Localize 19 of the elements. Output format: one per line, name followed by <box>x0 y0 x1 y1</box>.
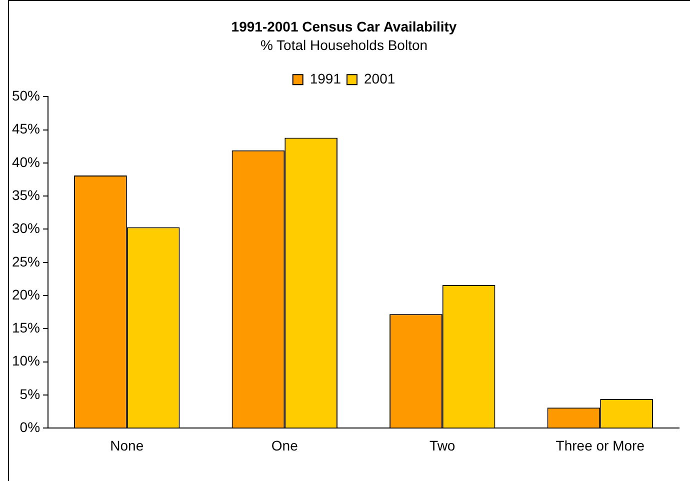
y-tick-label: 45% <box>12 120 40 137</box>
x-tick-label: Two <box>430 437 456 454</box>
chart-title: 1991-2001 Census Car Availability <box>231 18 457 34</box>
chart-subtitle: % Total Households Bolton <box>260 37 428 54</box>
x-tick-label: None <box>110 437 144 454</box>
y-tick-label: 0% <box>20 419 40 436</box>
y-tick-label: 25% <box>12 253 40 270</box>
y-tick-label: 50% <box>12 87 40 104</box>
legend-label: 2001 <box>364 70 396 86</box>
y-tick-label: 30% <box>12 220 40 236</box>
y-tick-label: 10% <box>12 352 40 369</box>
legend-label: 1991 <box>310 70 342 86</box>
y-tick-label: 40% <box>12 154 40 170</box>
x-tick-label: Three or More <box>556 437 645 454</box>
y-tick-label: 5% <box>20 386 40 402</box>
x-tick-label: One <box>271 437 298 454</box>
y-tick-label: 15% <box>12 320 40 336</box>
y-tick-label: 20% <box>12 286 40 302</box>
y-tick-label: 35% <box>12 186 40 203</box>
